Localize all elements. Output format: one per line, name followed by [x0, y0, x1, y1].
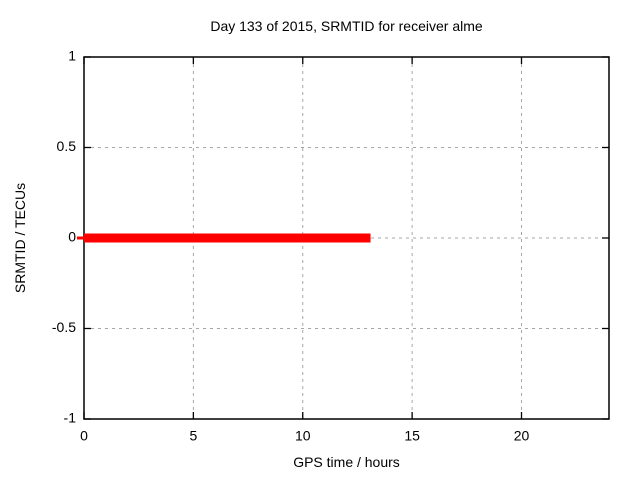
x-tick-label: 20: [514, 428, 530, 444]
y-tick-label: 0: [68, 229, 76, 245]
y-tick-label: 0.5: [57, 138, 77, 154]
y-tick-label: -0.5: [52, 319, 76, 335]
x-tick-label: 0: [80, 428, 88, 444]
x-tick-label: 10: [295, 428, 311, 444]
x-tick-label: 5: [189, 428, 197, 444]
chart-title: Day 133 of 2015, SRMTID for receiver alm…: [210, 18, 483, 34]
x-axis-label: GPS time / hours: [293, 454, 400, 470]
x-tick-label: 15: [404, 428, 420, 444]
y-tick-label: -1: [64, 410, 77, 426]
y-tick-label: 1: [68, 48, 76, 64]
